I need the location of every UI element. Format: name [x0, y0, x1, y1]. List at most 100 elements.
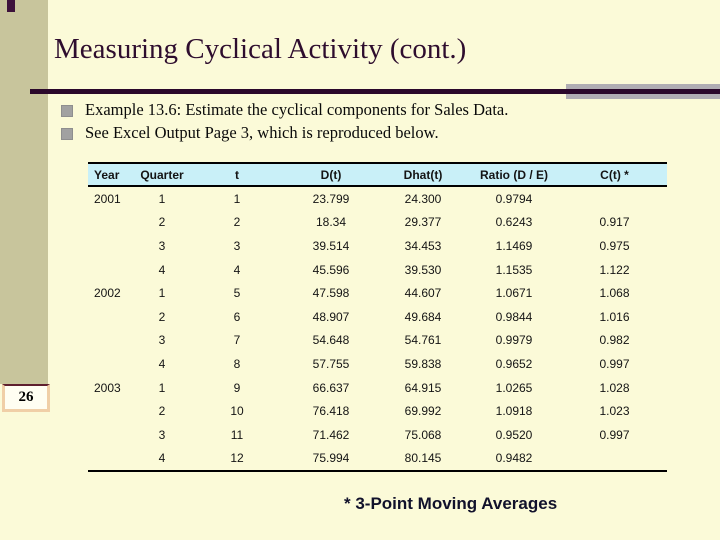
table-cell: 4: [158, 262, 166, 277]
table-cell: 6: [233, 309, 241, 324]
table-cell: 0.9794: [495, 191, 533, 206]
column-header: C(t) *: [562, 163, 667, 186]
table-cell: 0.6243: [495, 215, 533, 230]
bullet-item: See Excel Output Page 3, which is reprod…: [61, 123, 681, 143]
bullet-list: Example 13.6: Estimate the cyclical comp…: [61, 100, 681, 147]
table-cell: 2003: [94, 380, 121, 395]
table-cell: 0.9482: [495, 451, 533, 466]
table-row: 2002 1 5 47.598 44.607 1.0671 1.068: [88, 281, 667, 305]
table-cell: 24.300: [404, 191, 442, 206]
table-cell: 57.755: [312, 356, 350, 371]
table-cell: 75.994: [312, 451, 350, 466]
column-header: Quarter: [132, 163, 192, 186]
table-cell: 1: [158, 286, 166, 301]
table-cell: 69.992: [404, 404, 442, 419]
table-row: 2 2 18.34 29.377 0.6243 0.917: [88, 211, 667, 235]
table-cell: [88, 234, 132, 258]
table-cell: 0.982: [599, 333, 630, 348]
table-cell: 7: [233, 333, 241, 348]
table-header-row: Year Quarter t D(t) Dhat(t) Ratio (D / E) C(t)…: [88, 163, 667, 186]
table-row: 4 4 45.596 39.530 1.1535 1.122: [88, 258, 667, 282]
bullet-square-icon: [61, 128, 73, 141]
table-cell: 2: [233, 215, 241, 230]
table-cell: 0.997: [599, 356, 630, 371]
table-cell: 2002: [94, 286, 121, 301]
table-cell: 23.799: [312, 191, 350, 206]
column-header: t: [192, 163, 282, 186]
page-number: 26: [18, 389, 34, 405]
table-cell: 64.915: [404, 380, 442, 395]
table-cell: 9: [233, 380, 241, 395]
table-row: 2 10 76.418 69.992 1.0918 1.023: [88, 399, 667, 423]
table-cell: 0.9844: [495, 309, 533, 324]
table-cell: 59.838: [404, 356, 442, 371]
table-cell: 39.530: [404, 262, 442, 277]
table-cell: [88, 352, 132, 376]
column-header: Dhat(t): [380, 163, 466, 186]
table-cell: 8: [233, 356, 241, 371]
bullet-item: Example 13.6: Estimate the cyclical comp…: [61, 100, 681, 119]
table-cell: [562, 447, 667, 472]
table-cell: 48.907: [312, 309, 350, 324]
bullet-text: See Excel Output Page 3, which is reprod…: [85, 123, 439, 143]
table-cell: 5: [233, 286, 241, 301]
table-row: 2 6 48.907 49.684 0.9844 1.016: [88, 305, 667, 329]
table-cell: 75.068: [404, 427, 442, 442]
table-cell: 1.1535: [495, 262, 533, 277]
corner-accent-block: [7, 0, 15, 12]
table-cell: 0.997: [599, 427, 630, 442]
table-cell: 1.068: [599, 286, 630, 301]
table-cell: [88, 211, 132, 235]
table-cell: 80.145: [404, 451, 442, 466]
table-cell: 1: [233, 191, 241, 206]
table-cell: 0.9979: [495, 333, 533, 348]
table-cell: 39.514: [312, 238, 350, 253]
sidebar-accent-bar: [0, 0, 48, 384]
table-cell: 0.9520: [495, 427, 533, 442]
table-cell: [88, 447, 132, 472]
table-cell: 66.637: [312, 380, 350, 395]
table-cell: 4: [158, 356, 166, 371]
table-cell: 1.016: [599, 309, 630, 324]
table-cell: [88, 423, 132, 447]
column-header: Year: [88, 163, 132, 186]
table-row: 3 7 54.648 54.761 0.9979 0.982: [88, 329, 667, 353]
table-cell: 34.453: [404, 238, 442, 253]
table-row: 2003 1 9 66.637 64.915 1.0265 1.028: [88, 376, 667, 400]
table-cell: 1.0671: [495, 286, 533, 301]
table-cell: 1.1469: [495, 238, 533, 253]
title-rule: [30, 89, 720, 94]
table-cell: 1: [158, 380, 166, 395]
table-cell: 3: [158, 427, 166, 442]
table-cell: 3: [158, 238, 166, 253]
table-row: 4 8 57.755 59.838 0.9652 0.997: [88, 352, 667, 376]
page-number-box: 26: [2, 384, 50, 412]
column-header: D(t): [282, 163, 380, 186]
table-cell: 2: [158, 215, 166, 230]
table-cell: 45.596: [312, 262, 350, 277]
table-body: 2001 1 1 23.799 24.300 0.9794 2 2 18.34 29.377 0.6…: [88, 186, 667, 471]
table-cell: 54.648: [312, 333, 350, 348]
table-cell: 1.023: [599, 404, 630, 419]
table-cell: 1.028: [599, 380, 630, 395]
table-cell: 71.462: [312, 427, 350, 442]
column-header: Ratio (D / E): [466, 163, 562, 186]
table-cell: 1.0918: [495, 404, 533, 419]
excel-output-table: Year Quarter t D(t) Dhat(t) Ratio (D / E) C(t)…: [88, 162, 667, 473]
table-cell: 1: [158, 191, 166, 206]
table-row: 4 12 75.994 80.145 0.9482: [88, 447, 667, 472]
table-cell: 0.975: [599, 238, 630, 253]
table-cell: 2: [158, 404, 166, 419]
slide-title: Measuring Cyclical Activity (cont.): [54, 33, 467, 65]
table-cell: 1.0265: [495, 380, 533, 395]
table-cell: 3: [233, 238, 241, 253]
table-cell: [562, 186, 667, 211]
table-row: 3 3 39.514 34.453 1.1469 0.975: [88, 234, 667, 258]
table-cell: [88, 399, 132, 423]
table-cell: 2001: [94, 191, 121, 206]
footnote: * 3-Point Moving Averages: [344, 494, 558, 513]
table-cell: 1.122: [599, 262, 630, 277]
table-cell: 76.418: [312, 404, 350, 419]
table-row: 3 11 71.462 75.068 0.9520 0.997: [88, 423, 667, 447]
